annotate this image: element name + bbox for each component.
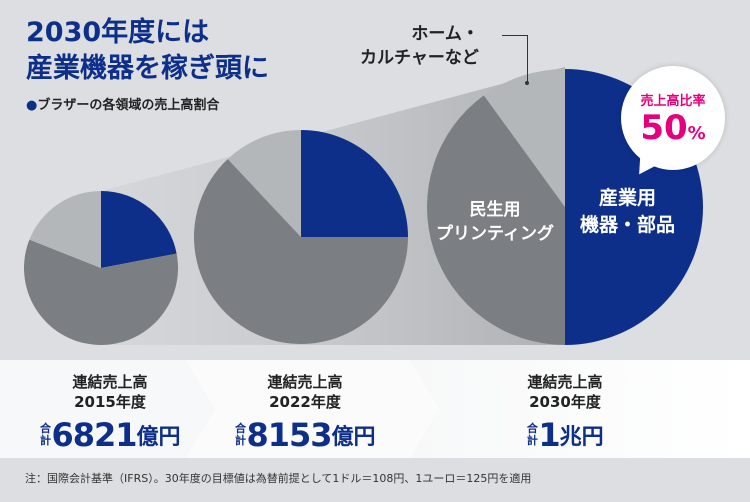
total-heading: 連結売上高 xyxy=(527,373,603,391)
total-2022: 連結売上高 2022年度 合計8153億円 xyxy=(225,360,385,458)
label-industrial: 産業用 機器・部品 xyxy=(580,185,675,239)
pie-1-slice-home xyxy=(227,130,301,237)
pie-0-slice-industrial xyxy=(101,191,177,268)
total-heading: 連結売上高 xyxy=(267,373,343,391)
chevron-arrows xyxy=(0,360,440,458)
total-value: 8153 xyxy=(246,416,332,454)
bullet-icon: ● xyxy=(26,98,38,113)
total-prefix: 合計 xyxy=(526,422,538,447)
ratio-number: 50 xyxy=(640,108,688,148)
ratio-unit: % xyxy=(687,123,706,144)
total-unit: 億円 xyxy=(331,425,376,450)
label-home-culture: ホーム・カルチャーなど xyxy=(360,22,479,70)
label-industrial-line1: 産業用 xyxy=(599,187,657,209)
pie-0-slice-printing xyxy=(23,239,178,345)
total-year: 2030年度 xyxy=(529,393,601,411)
title-line2: 産業機器を稼ぎ頭に xyxy=(26,53,269,84)
total-2030: 連結売上高 2030年度 合計1兆円 xyxy=(485,360,645,458)
total-prefix: 合計 xyxy=(234,422,246,447)
total-unit: 兆円 xyxy=(559,425,604,450)
total-value: 6821 xyxy=(51,416,137,454)
ratio-bubble: 売上高比率 50% xyxy=(621,66,725,170)
title-line1: 2030年度には xyxy=(26,17,210,48)
subtitle-text: ブラザーの各領域の売上高割合 xyxy=(37,98,220,113)
ratio-label: 売上高比率 xyxy=(640,94,706,109)
ratio-value: 50% xyxy=(621,109,725,153)
total-2015: 連結売上高 2015年度 合計6821億円 xyxy=(30,360,190,458)
total-heading: 連結売上高 xyxy=(72,373,148,391)
leader-line xyxy=(502,35,528,84)
total-year: 2022年度 xyxy=(269,393,341,411)
pie-1-slice-industrial xyxy=(301,130,408,237)
footnote: 注：国際会計基準（IFRS）。30年度の目標値は為替前提として1ドル＝108円、… xyxy=(25,472,532,485)
total-prefix: 合計 xyxy=(39,422,51,447)
totals-band: 連結売上高 2015年度 合計6821億円 連結売上高 2022年度 合計815… xyxy=(0,360,750,458)
pie-0-slice-home xyxy=(29,191,101,268)
label-printing: 民生用プリンティング xyxy=(436,198,554,246)
total-unit: 億円 xyxy=(136,425,181,450)
total-value: 1 xyxy=(538,416,560,454)
pie-2-slice-home xyxy=(483,69,565,207)
pie-2-slice-printing xyxy=(427,95,565,345)
pie-1-slice-printing xyxy=(193,159,409,345)
label-printing-line2: プリンティング xyxy=(436,224,554,244)
total-year: 2015年度 xyxy=(74,393,146,411)
label-printing-line1: 民生用 xyxy=(469,200,521,220)
leader-dot xyxy=(525,81,529,85)
chevron-2-face xyxy=(185,360,440,458)
chevron-1 xyxy=(0,360,215,458)
label-home-line2: カルチャーなど xyxy=(360,48,479,68)
label-home-line1: ホーム・ xyxy=(411,24,479,44)
subtitle: ●ブラザーの各領域の売上高割合 xyxy=(26,94,219,113)
label-industrial-line2: 機器・部品 xyxy=(580,214,676,236)
